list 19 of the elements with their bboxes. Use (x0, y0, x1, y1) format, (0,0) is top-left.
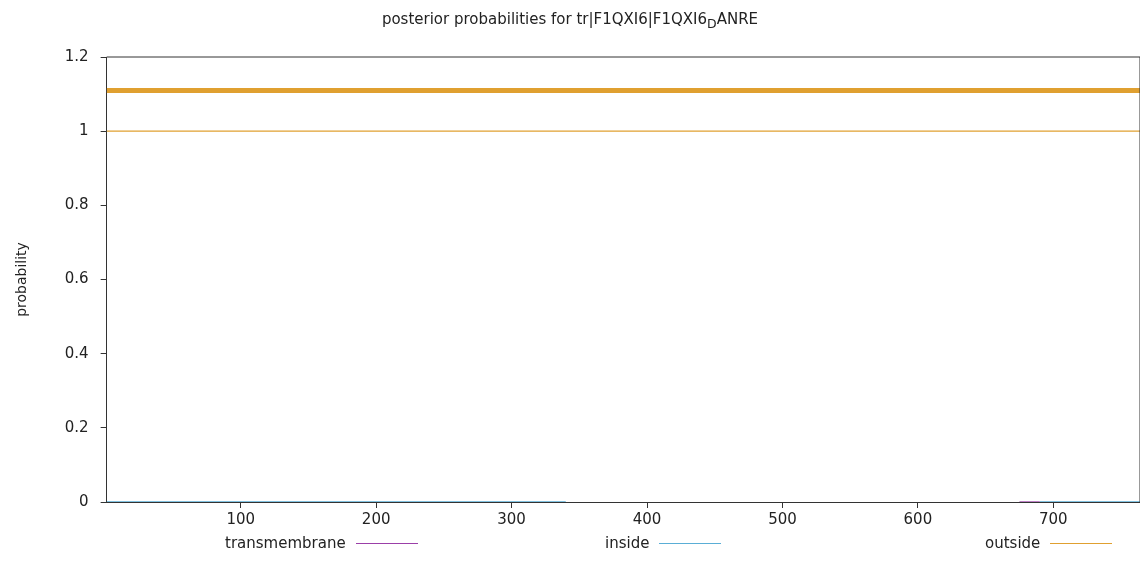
y-tick-label: 1 (79, 121, 89, 140)
x-tick-label: 400 (632, 509, 662, 528)
legend-label: outside (985, 534, 1041, 552)
x-tick-label: 200 (361, 509, 391, 528)
x-tick-label: 600 (903, 509, 933, 528)
x-tick-label: 300 (497, 509, 526, 528)
x-tick-label: 100 (226, 509, 256, 528)
y-tick-label: 0.6 (64, 269, 89, 288)
x-tick-label: 700 (1039, 509, 1068, 528)
legend-label: inside (605, 534, 650, 552)
y-tick-label: 0 (79, 491, 89, 510)
legend-label: transmembrane (225, 534, 346, 552)
y-tick-label: 0.2 (64, 417, 89, 436)
y-tick-label: 0.4 (64, 343, 89, 362)
x-tick-label: 500 (768, 509, 797, 528)
y-tick-label: 0.8 (64, 195, 89, 214)
y-tick-label: 1.2 (64, 46, 89, 65)
y-axis-title: probability (13, 242, 30, 317)
chart-title: posterior probabilities for tr|F1QXI6|F1QXI6$_{D}$ANRE (380, 10, 760, 31)
